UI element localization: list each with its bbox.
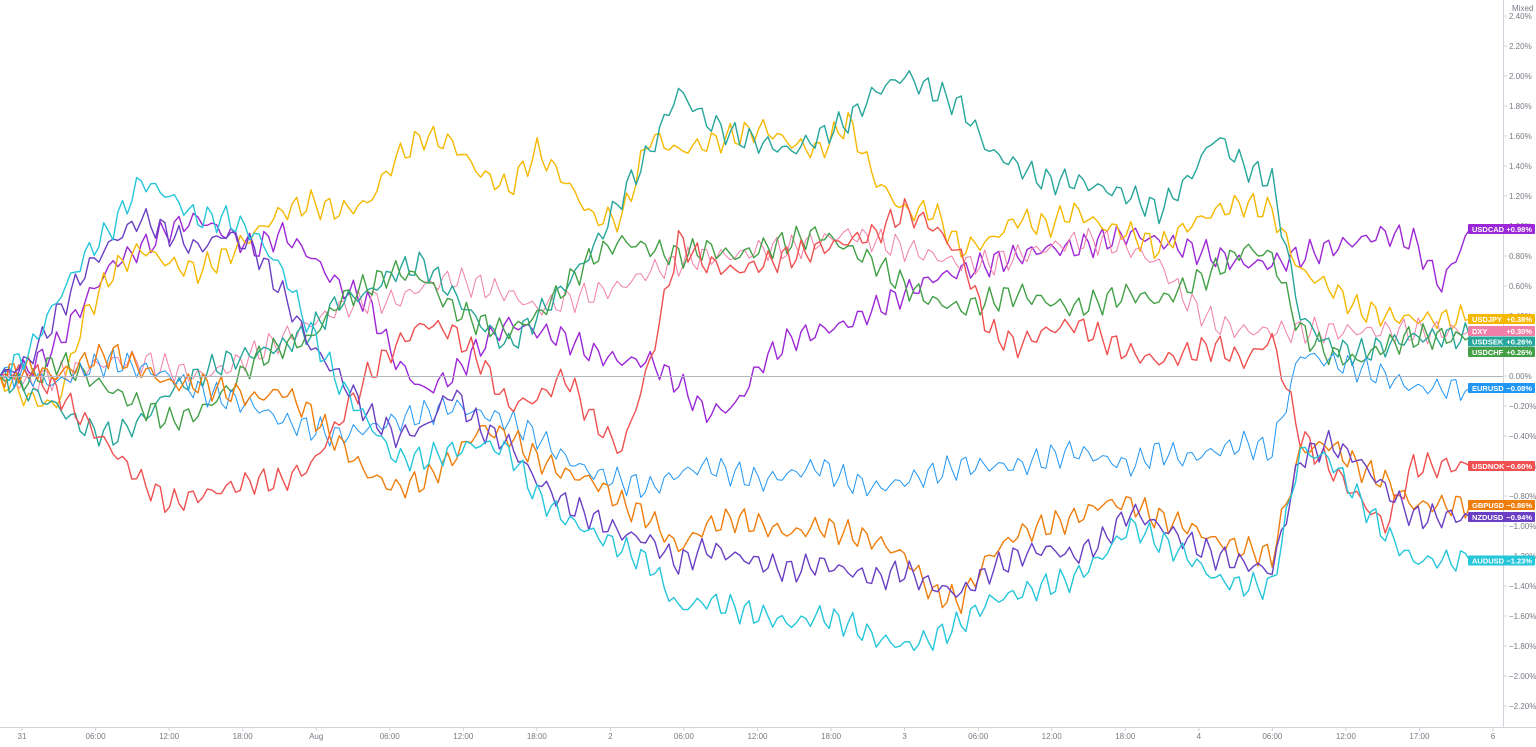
x-tick-label: 17:00 <box>1409 732 1430 741</box>
x-tick-label: 06:00 <box>86 732 107 741</box>
price-label-symbol: EURUSD <box>1472 384 1504 393</box>
price-label-value: −0.94% <box>1506 513 1532 522</box>
y-tick-label: 0.60% <box>1509 282 1532 291</box>
x-tick-label: 31 <box>18 732 27 741</box>
series-line-audusd <box>0 176 1471 652</box>
x-tick-label: 06:00 <box>674 732 695 741</box>
y-tick-label: −1.80% <box>1509 642 1536 651</box>
series-line-nzdusd <box>0 208 1471 598</box>
series-line-dxy <box>0 227 1471 393</box>
y-tick-label: 2.00% <box>1509 72 1532 81</box>
x-tick-label: 12:00 <box>1042 732 1063 741</box>
price-label-bg <box>1468 512 1535 522</box>
x-tick-label: 06:00 <box>968 732 989 741</box>
price-label-usdjpy[interactable]: USDJPY +0.38% <box>1468 314 1535 324</box>
price-label-symbol: GBPUSD <box>1472 501 1505 510</box>
price-label-value: +0.30% <box>1506 327 1532 336</box>
price-label-value: −0.86% <box>1506 501 1532 510</box>
price-label-eurusd[interactable]: EURUSD −0.08% <box>1468 383 1535 393</box>
x-tick-label: 12:00 <box>747 732 768 741</box>
price-label-bg <box>1468 336 1535 347</box>
last-value-labels: USDCAD +0.98%USDJPY +0.38%DXY +0.30%USDSEK +… <box>1468 224 1535 566</box>
series-line-usdchf <box>0 225 1471 431</box>
price-label-value: −1.23% <box>1506 557 1532 566</box>
price-label-bg <box>1468 347 1535 357</box>
y-tick-label: −2.20% <box>1509 702 1536 711</box>
price-label-symbol: USDCAD <box>1472 225 1505 234</box>
y-tick-label: 2.40% <box>1509 12 1532 21</box>
x-tick-label: 4 <box>1197 732 1202 741</box>
price-label-usdchf[interactable]: USDCHF +0.26% <box>1468 347 1535 357</box>
price-label-bg <box>1468 326 1535 336</box>
y-tick-label: −0.40% <box>1509 432 1536 441</box>
price-label-value: +0.26% <box>1506 338 1532 347</box>
scale-mode-label[interactable]: Mixed <box>1512 4 1533 13</box>
price-label-value: +0.98% <box>1506 225 1532 234</box>
x-tick-label: 6 <box>1491 732 1496 741</box>
price-label-value: +0.38% <box>1506 315 1532 324</box>
y-tick-label: −1.00% <box>1509 522 1536 531</box>
series-line-usdsek <box>0 70 1471 447</box>
series-layer <box>0 70 1471 652</box>
price-label-symbol: USDCHF <box>1472 348 1504 357</box>
price-label-gbpusd[interactable]: GBPUSD −0.86% <box>1468 500 1535 510</box>
price-label-usdcad[interactable]: USDCAD +0.98% <box>1468 224 1535 234</box>
x-tick-label: 2 <box>608 732 613 741</box>
y-tick-label: 1.20% <box>1509 192 1532 201</box>
price-label-value: −0.08% <box>1506 384 1532 393</box>
price-label-bg <box>1468 314 1535 324</box>
y-tick-label: 1.80% <box>1509 102 1532 111</box>
price-label-usdsek[interactable]: USDSEK +0.26% <box>1468 336 1535 347</box>
x-tick-label: 12:00 <box>453 732 474 741</box>
time-axis[interactable]: 31 06:00 12:00 18:00 Aug 06:00 12:00 18:00 2 06:0… <box>18 727 1496 741</box>
price-label-audusd[interactable]: AUDUSD −1.23% <box>1468 555 1535 566</box>
y-tick-label: −1.60% <box>1509 612 1536 621</box>
series-line-usdnok <box>0 198 1471 534</box>
price-label-symbol: AUDUSD <box>1472 557 1505 566</box>
x-tick-label: 3 <box>902 732 907 741</box>
x-tick-label: 18:00 <box>233 732 254 741</box>
y-tick-label: −1.40% <box>1509 582 1536 591</box>
y-tick-label: 1.60% <box>1509 132 1532 141</box>
x-tick-label: Aug <box>309 732 323 741</box>
x-tick-label: 12:00 <box>159 732 180 741</box>
series-line-gbpusd <box>0 343 1471 615</box>
y-tick-label: −0.80% <box>1509 492 1536 501</box>
price-label-usdnok[interactable]: USDNOK −0.60% <box>1468 461 1535 471</box>
price-label-bg <box>1468 383 1535 393</box>
price-label-bg <box>1468 224 1535 234</box>
price-label-value: −0.60% <box>1506 462 1532 471</box>
price-label-symbol: NZDUSD <box>1472 513 1504 522</box>
price-label-symbol: USDJPY <box>1472 315 1502 324</box>
price-label-symbol: DXY <box>1472 327 1487 336</box>
price-label-value: +0.26% <box>1506 348 1532 357</box>
y-tick-label: 0.80% <box>1509 252 1532 261</box>
price-label-bg <box>1468 555 1535 566</box>
price-label-symbol: USDNOK <box>1472 462 1505 471</box>
price-label-bg <box>1468 461 1535 471</box>
x-tick-label: 06:00 <box>380 732 401 741</box>
x-tick-label: 12:00 <box>1336 732 1357 741</box>
y-tick-label: 2.20% <box>1509 42 1532 51</box>
x-tick-label: 06:00 <box>1262 732 1283 741</box>
price-label-nzdusd[interactable]: NZDUSD −0.94% <box>1468 512 1535 522</box>
series-line-usdjpy <box>0 112 1471 409</box>
price-label-bg <box>1468 500 1535 510</box>
y-tick-label: 1.40% <box>1509 162 1532 171</box>
y-tick-label: −2.00% <box>1509 672 1536 681</box>
price-label-dxy[interactable]: DXY +0.30% <box>1468 326 1535 336</box>
price-label-symbol: USDSEK <box>1472 338 1504 347</box>
x-tick-label: 18:00 <box>821 732 842 741</box>
x-tick-label: 18:00 <box>527 732 548 741</box>
x-tick-label: 18:00 <box>1115 732 1136 741</box>
y-tick-label: 0.00% <box>1509 372 1532 381</box>
y-tick-label: −0.20% <box>1509 402 1536 411</box>
